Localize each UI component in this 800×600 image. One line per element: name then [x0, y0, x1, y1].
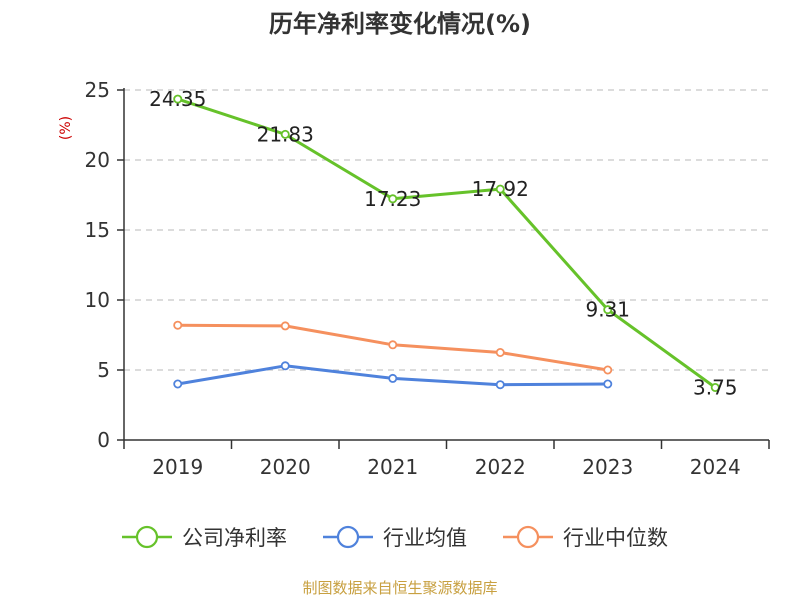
data-label: 17.23 — [364, 187, 421, 211]
source-note: 制图数据来自恒生聚源数据库 — [302, 579, 497, 597]
data-label: 17.92 — [472, 177, 529, 201]
x-tick-label: 2019 — [152, 455, 203, 479]
data-label: 3.75 — [693, 376, 738, 400]
legend-label: 公司净利率 — [182, 526, 287, 550]
data-point[interactable] — [495, 184, 505, 194]
data-point[interactable] — [280, 129, 290, 139]
series-line — [176, 97, 717, 389]
data-point[interactable] — [495, 380, 505, 390]
legend-item[interactable]: 行业中位数 — [503, 525, 668, 550]
y-tick-label: 15 — [85, 218, 110, 242]
grid-lines — [124, 89, 769, 371]
data-point[interactable] — [173, 379, 183, 389]
legend-marker — [336, 525, 360, 549]
y-tick-label: 5 — [97, 358, 110, 382]
x-tick-label: 2020 — [260, 455, 311, 479]
y-tick-label: 20 — [85, 148, 110, 172]
series-1: 24.35 21.83 17.23 17.92 9.31 3.75 — [149, 87, 737, 399]
x-tick-label: 2024 — [690, 455, 741, 479]
legend-marker — [135, 525, 159, 549]
y-tick-label: 0 — [97, 428, 110, 452]
x-tick-label: 2023 — [582, 455, 633, 479]
data-label: 21.83 — [257, 122, 314, 146]
data-label: 9.31 — [585, 298, 630, 322]
x-tick-label: 2022 — [475, 455, 526, 479]
legend-item[interactable]: 公司净利率 — [122, 525, 287, 550]
data-point[interactable] — [710, 382, 720, 392]
data-point[interactable] — [388, 194, 398, 204]
series-group: 24.35 21.83 17.23 17.92 9.31 3.75 — [149, 87, 737, 399]
legend-marker — [516, 525, 540, 549]
legend-item[interactable]: 行业均值 — [323, 525, 467, 550]
legend-label: 行业中位数 — [563, 526, 668, 550]
data-point[interactable] — [280, 321, 290, 331]
data-point[interactable] — [603, 305, 613, 315]
series-3 — [173, 320, 613, 375]
x-tick-label: 2021 — [367, 455, 418, 479]
legend-label: 行业均值 — [383, 526, 467, 550]
axes: 0 5 10 15 20 25 2019 2020 2021 2022 2023 2024 — [85, 78, 770, 479]
y-axis-label: (%) — [58, 116, 74, 140]
chart-title: 历年净利率变化情况(%) — [269, 10, 531, 38]
data-point[interactable] — [173, 94, 183, 104]
y-tick-label: 25 — [85, 78, 110, 102]
data-point[interactable] — [495, 347, 505, 357]
data-point[interactable] — [388, 340, 398, 350]
legend[interactable]: 公司净利率 行业均值 行业中位数 — [122, 525, 668, 550]
data-label: 24.35 — [149, 87, 206, 111]
data-point[interactable] — [603, 365, 613, 375]
series-2 — [173, 361, 613, 390]
data-point[interactable] — [603, 379, 613, 389]
data-point[interactable] — [388, 373, 398, 383]
data-point[interactable] — [173, 320, 183, 330]
y-tick-label: 10 — [85, 288, 110, 312]
data-point[interactable] — [280, 361, 290, 371]
